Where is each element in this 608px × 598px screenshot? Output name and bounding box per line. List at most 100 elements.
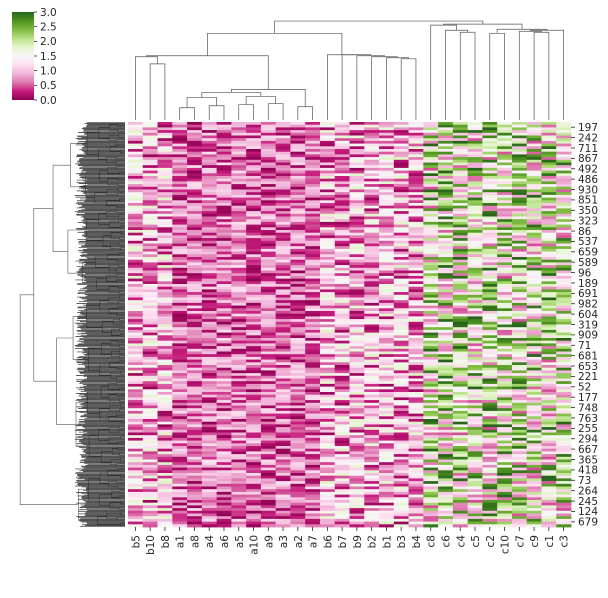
heatmap-cell [172,465,187,468]
heatmap-cell [231,252,246,255]
heatmap-cell [305,395,320,398]
heatmap-cell [438,497,453,500]
heatmap-cell [158,495,173,498]
heatmap-cell [541,325,556,328]
heatmap-cell [128,395,143,398]
row-dendrogram-link [116,156,125,159]
heatmap-cell [350,462,365,465]
heatmap-cell [556,319,571,322]
heatmap-cell [541,379,556,382]
heatmap-cell [335,214,350,217]
heatmap-cell [438,441,453,444]
heatmap-cell [172,227,187,230]
heatmap-cell [305,230,320,233]
heatmap-cell [453,373,468,376]
heatmap-cell [158,508,173,511]
heatmap-cell [290,497,305,500]
heatmap-cell [482,149,497,152]
heatmap-cell [512,406,527,409]
heatmap-cell [512,389,527,392]
heatmap-cell [246,387,261,390]
heatmap-cell [217,268,232,271]
heatmap-cell [231,149,246,152]
heatmap-cell [409,300,424,303]
heatmap-cell [394,330,409,333]
heatmap-cell [320,265,335,268]
heatmap-cell [187,173,202,176]
heatmap-cell [438,333,453,336]
heatmap-cell [527,503,542,506]
heatmap-cell [527,249,542,252]
heatmap-cell [379,481,394,484]
heatmap-cell [409,381,424,384]
heatmap-cell [290,446,305,449]
heatmap-cell [438,298,453,301]
heatmap-cell [246,406,261,409]
heatmap-cell [423,168,438,171]
heatmap-cell [468,357,483,360]
heatmap-cell [320,379,335,382]
heatmap-cell [468,476,483,479]
heatmap-cell [246,235,261,238]
heatmap-cell [453,314,468,317]
heatmap-cell [556,370,571,373]
heatmap-cell [320,435,335,438]
heatmap-cell [423,276,438,279]
heatmap-cell [497,287,512,290]
heatmap-cell [482,308,497,311]
heatmap-cell [158,422,173,425]
heatmap-cell [423,227,438,230]
heatmap-cell [335,441,350,444]
heatmap-cell [320,424,335,427]
heatmap-cell [158,219,173,222]
heatmap-cell [320,406,335,409]
row-dendrogram-link [120,350,125,353]
heatmap-cell [246,298,261,301]
heatmap-cell [335,400,350,403]
heatmap-cell [394,249,409,252]
heatmap-cell [143,468,158,471]
heatmap-cell [261,200,276,203]
heatmap-cell [364,257,379,260]
heatmap-cell [320,381,335,384]
heatmap-cell [497,306,512,309]
heatmap-cell [276,192,291,195]
heatmap-cell [512,427,527,430]
heatmap-cell [143,316,158,319]
heatmap-cell [320,451,335,454]
heatmap-cell [261,238,276,241]
heatmap-cell [261,298,276,301]
heatmap-cell [290,163,305,166]
heatmap-cell [556,260,571,263]
heatmap-cell [423,314,438,317]
heatmap-cell [276,473,291,476]
heatmap-cell [335,127,350,130]
heatmap-cell [423,235,438,238]
heatmap-cell [438,435,453,438]
heatmap-cell [276,176,291,179]
heatmap-cell [276,284,291,287]
heatmap-cell [527,322,542,325]
heatmap-cell [468,365,483,368]
heatmap-cell [320,500,335,503]
heatmap-cell [350,435,365,438]
heatmap-cell [394,208,409,211]
heatmap-cell [468,424,483,427]
heatmap-cell [261,195,276,198]
heatmap-cell [143,416,158,419]
heatmap-cell [468,303,483,306]
heatmap-cell [394,468,409,471]
heatmap-cell [246,395,261,398]
heatmap-cell [482,241,497,244]
heatmap-cell [261,214,276,217]
heatmap-cell [438,125,453,128]
heatmap-cell [364,443,379,446]
heatmap-cell [143,414,158,417]
heatmap-cell [512,354,527,357]
heatmap-cell [350,203,365,206]
heatmap-cell [556,208,571,211]
heatmap-cell [423,384,438,387]
heatmap-cell [261,478,276,481]
heatmap-cell [364,279,379,282]
heatmap-cell [143,138,158,141]
